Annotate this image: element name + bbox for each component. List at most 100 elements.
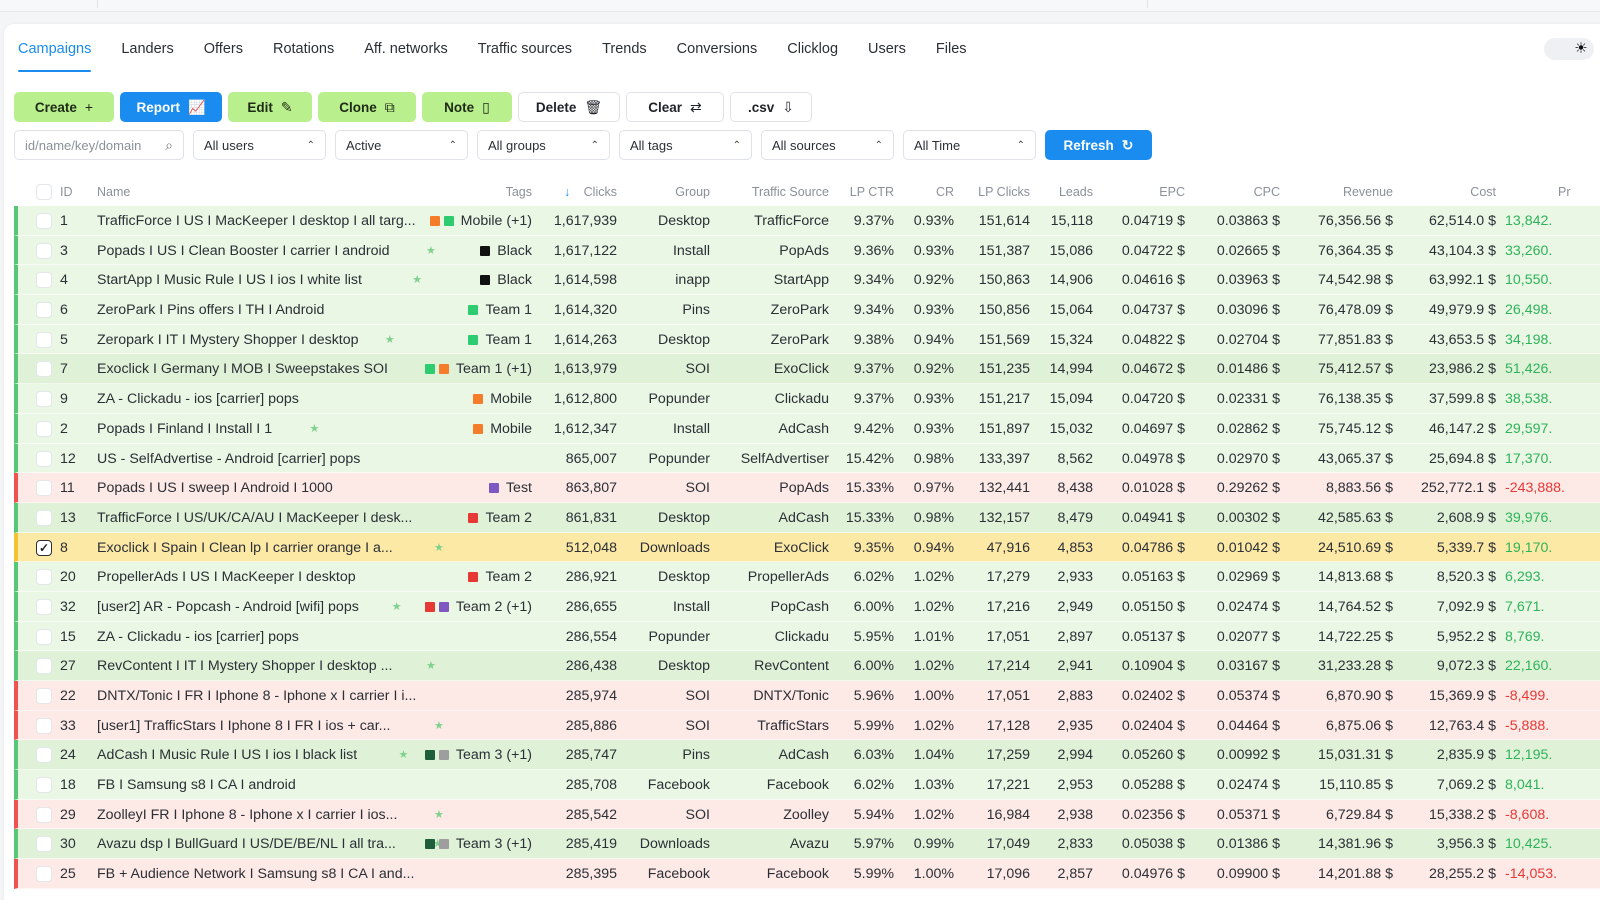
row-checkbox[interactable] (36, 806, 52, 823)
filter-select-all-time[interactable]: All Time ⌃ (903, 130, 1036, 160)
tab-rotations[interactable]: Rotations (272, 41, 335, 57)
row-checkbox[interactable] (36, 242, 52, 259)
row-checkbox[interactable] (36, 420, 52, 437)
table-row[interactable]: Avazu dsp I BullGuard I US/DE/BE/NL I al… (14, 829, 1600, 860)
col-traffic-source[interactable]: Traffic Source (751, 185, 829, 199)
star-icon[interactable]: ★ (391, 600, 402, 613)
select-all-checkbox[interactable] (36, 184, 52, 200)
row-checkbox[interactable] (36, 717, 52, 734)
row-checkbox[interactable] (36, 688, 52, 704)
tab-traffic-sources[interactable]: Traffic sources (477, 41, 573, 57)
table-row[interactable]: ✓ Exoclick I Spain I Clean lp I carrier o… (14, 532, 1600, 563)
star-icon[interactable]: ★ (398, 749, 409, 762)
campaign-name[interactable]: FB + Audience Network I Samsung s8 I CA … (97, 866, 415, 883)
campaign-name[interactable]: Exoclick I Germany I MOB I Sweepstakes S… (97, 361, 388, 378)
star-icon[interactable]: ★ (384, 333, 395, 346)
row-checkbox[interactable] (36, 658, 52, 675)
campaign-name[interactable]: [user1] TrafficStars I Iphone 8 I FR I i… (97, 717, 391, 734)
filter-select-all-groups[interactable]: All groups ⌃ (477, 130, 610, 160)
row-checkbox[interactable] (36, 361, 52, 378)
filter-select-all-tags[interactable]: All tags ⌃ (619, 130, 752, 160)
star-icon[interactable]: ★ (434, 541, 444, 554)
refresh-button[interactable]: Refresh ↻ (1045, 130, 1152, 160)
table-row[interactable]: StartApp I Music Rule I US I ios I white… (14, 265, 1600, 296)
table-row[interactable]: Exoclick I Germany I MOB I Sweepstakes S… (14, 354, 1600, 385)
table-row[interactable]: Popads I US I Clean Booster I carrier I … (14, 235, 1600, 266)
campaign-name[interactable]: Exoclick I Spain I Clean lp I carrier or… (97, 539, 393, 556)
tab-campaigns[interactable]: Campaigns (18, 40, 106, 74)
row-checkbox[interactable] (36, 866, 52, 883)
filter-select-active[interactable]: Active ⌃ (335, 130, 468, 160)
star-icon[interactable]: ★ (425, 244, 436, 257)
tab-offers[interactable]: Offers (203, 41, 243, 57)
report-button[interactable]: Report 📈 (120, 92, 222, 122)
table-row[interactable]: DNTX/Tonic I FR I Iphone 8 - Iphone x I … (14, 681, 1600, 711)
row-checkbox[interactable] (36, 302, 52, 319)
col-lp-clicks[interactable]: LP Clicks (978, 185, 1030, 199)
campaign-name[interactable]: ZoolleyI FR I Iphone 8 - Iphone x I carr… (97, 806, 398, 823)
col-leads[interactable]: Leads (1058, 185, 1093, 199)
table-row[interactable]: ZoolleyI FR I Iphone 8 - Iphone x I carr… (14, 799, 1600, 830)
delete-button[interactable]: Delete 🗑 (518, 92, 620, 122)
col-cr[interactable]: CR (935, 185, 954, 199)
campaign-name[interactable]: PropellerAds I US I MacKeeper I desktop (97, 569, 356, 586)
campaign-name[interactable]: DNTX/Tonic I FR I Iphone 8 - Iphone x I … (97, 688, 417, 704)
tab-conversions[interactable]: Conversions (676, 41, 758, 57)
row-checkbox[interactable] (36, 480, 52, 497)
tab-landers[interactable]: Landers (121, 41, 174, 57)
row-checkbox[interactable] (36, 450, 52, 467)
create-button[interactable]: Create + (14, 92, 114, 122)
row-checkbox[interactable] (36, 777, 52, 794)
table-row[interactable]: ZA - Clickadu - ios [carrier] pops 15 286,… (14, 621, 1600, 652)
star-icon[interactable]: ★ (432, 838, 443, 851)
table-row[interactable]: [user2] AR - Popcash - Android [wifi] po… (14, 591, 1600, 622)
table-row[interactable]: [user1] TrafficStars I Iphone 8 I FR I i… (14, 710, 1600, 741)
campaign-name[interactable]: Zeropark I IT I Mystery Shopper I deskto… (97, 331, 359, 348)
table-row[interactable]: Zeropark I IT I Mystery Shopper I deskto… (14, 324, 1600, 355)
star-icon[interactable]: ★ (309, 422, 320, 435)
star-icon[interactable]: ★ (434, 719, 444, 732)
campaign-name[interactable]: US - SelfAdvertise - Android [carrier] p… (97, 450, 361, 467)
tab-clicklog[interactable]: Clicklog (787, 41, 839, 57)
col-name[interactable]: Name (97, 185, 131, 199)
col-cost[interactable]: Cost (1470, 185, 1496, 199)
col-clicks[interactable]: Clicks (583, 185, 617, 199)
campaign-name[interactable]: AdCash I Music Rule I US I ios I black l… (97, 747, 358, 764)
row-checkbox[interactable] (36, 331, 52, 348)
row-checkbox[interactable] (36, 509, 52, 526)
note-button[interactable]: Note ▯ (422, 92, 512, 122)
tab-trends[interactable]: Trends (602, 41, 647, 57)
tab-users[interactable]: Users (868, 41, 906, 57)
clone-button[interactable]: Clone ⧉ (318, 92, 416, 122)
filter-select-all-sources[interactable]: All sources ⌃ (761, 130, 894, 160)
tab-files[interactable]: Files (935, 41, 967, 57)
clear-button[interactable]: Clear ⇄ (626, 92, 724, 122)
campaign-name[interactable]: ZeroPark I Pins offers I TH I Android (97, 302, 325, 319)
table-row[interactable]: US - SelfAdvertise - Android [carrier] p… (14, 443, 1600, 474)
table-row[interactable]: FB I Samsung s8 I CA I android 18 285,708 F… (14, 770, 1600, 800)
campaign-name[interactable]: Avazu dsp I BullGuard I US/DE/BE/NL I al… (97, 836, 396, 853)
col-epc[interactable]: EPC (1159, 185, 1185, 199)
tab-aff-networks[interactable]: Aff. networks (364, 41, 448, 57)
campaign-name[interactable]: StartApp I Music Rule I US I ios I white… (97, 272, 362, 289)
row-checkbox[interactable] (36, 272, 52, 289)
filter-select-all-users[interactable]: All users ⌃ (193, 130, 326, 160)
campaign-name[interactable]: Popads I US I Clean Booster I carrier I … (97, 242, 390, 259)
table-row[interactable]: TrafficForce I US/UK/CA/AU I MacKeeper I… (14, 502, 1600, 533)
campaign-name[interactable]: Popads I Finland I Install I 1 (97, 420, 273, 437)
row-checkbox[interactable] (36, 747, 52, 764)
row-checkbox[interactable] (36, 391, 52, 408)
row-checkbox[interactable] (36, 836, 52, 853)
star-icon[interactable]: ★ (434, 808, 444, 821)
star-icon[interactable]: ★ (425, 660, 436, 673)
row-checkbox[interactable] (36, 598, 52, 615)
campaign-name[interactable]: RevContent I IT I Mystery Shopper I desk… (97, 658, 393, 675)
table-row[interactable]: Popads I US I sweep I Android I 1000 Test… (14, 473, 1600, 503)
col-lp-ctr[interactable]: LP CTR (849, 185, 894, 199)
row-checkbox[interactable] (36, 628, 52, 645)
table-row[interactable]: PropellerAds I US I MacKeeper I desktop T… (14, 562, 1600, 592)
theme-toggle[interactable]: ☀ (1544, 38, 1594, 60)
row-checkbox[interactable] (36, 569, 52, 586)
campaign-name[interactable]: TrafficForce I US I MacKeeper I desktop … (97, 213, 416, 229)
table-row[interactable]: TrafficForce I US I MacKeeper I desktop … (14, 206, 1600, 236)
